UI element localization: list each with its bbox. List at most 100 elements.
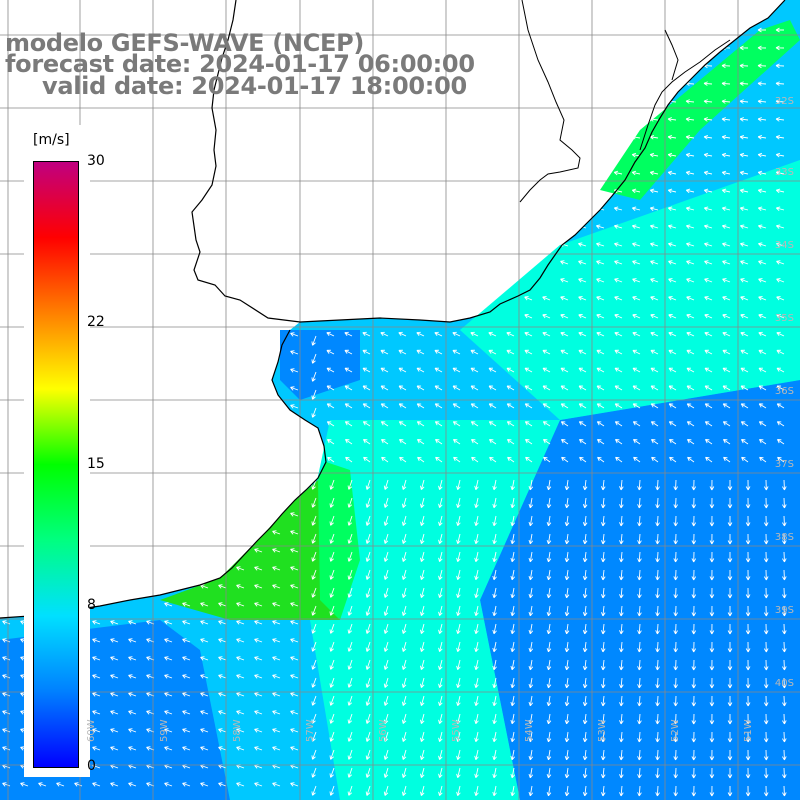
wind-arrow [128, 782, 137, 787]
wind-arrow [528, 713, 534, 725]
wind-arrow [577, 45, 587, 51]
wind-arrow [272, 746, 281, 751]
lon-label: 53W [597, 719, 608, 742]
wind-arrow [362, 385, 371, 391]
wind-arrow [435, 456, 443, 463]
wind-arrow [600, 605, 606, 617]
wind-arrow [236, 674, 245, 679]
wind-arrow [595, 152, 605, 158]
wind-arrow [776, 331, 785, 337]
wind-arrow [745, 767, 751, 779]
wind-arrow [631, 63, 641, 69]
wind-arrow [311, 551, 317, 562]
wind-arrow [619, 605, 624, 617]
wind-arrow [420, 569, 425, 580]
wind-arrow [546, 785, 552, 797]
wind-arrow [564, 785, 570, 797]
wind-arrow [703, 81, 713, 86]
wind-arrow [164, 602, 173, 607]
wind-arrow [456, 677, 461, 689]
wind-arrow [470, 403, 479, 409]
wind-arrow [456, 569, 461, 581]
wind-arrow [420, 479, 425, 490]
wind-arrow [456, 695, 461, 707]
wind-arrow [763, 623, 769, 635]
wind-arrow [492, 749, 497, 761]
wind-arrow [703, 170, 713, 176]
wind-arrow [615, 439, 623, 445]
wind-arrow [727, 714, 733, 725]
wind-arrow [383, 731, 389, 742]
wind-arrow [380, 367, 389, 373]
wind-arrow [582, 731, 588, 743]
wind-arrow [686, 296, 695, 301]
wind-arrow [344, 421, 353, 427]
wind-arrow [524, 349, 533, 355]
wind-arrow [329, 641, 335, 652]
wind-arrow [416, 403, 425, 409]
wind-arrow [254, 602, 263, 607]
wind-arrow [667, 27, 676, 33]
wind-arrow [649, 206, 659, 212]
wind-arrow [398, 421, 407, 427]
wind-arrow [362, 331, 371, 337]
wind-arrow [365, 785, 371, 796]
wind-arrow [655, 605, 660, 617]
wind-arrow [347, 659, 353, 670]
wind-arrow [578, 313, 587, 319]
wind-arrow [182, 782, 191, 787]
wind-arrow [438, 641, 443, 652]
wind-arrow [673, 677, 678, 689]
wind-arrow [686, 313, 695, 319]
wind-arrow [758, 296, 767, 301]
wind-arrow [401, 605, 407, 616]
wind-arrow [564, 713, 570, 725]
wind-arrow [763, 479, 769, 491]
wind-arrow [528, 731, 534, 743]
wind-arrow [560, 367, 569, 373]
wind-arrow [775, 99, 785, 104]
wind-arrow [758, 242, 767, 247]
wind-arrow [311, 353, 317, 364]
wind-arrow [506, 403, 515, 409]
wind-arrow [745, 641, 751, 653]
wind-arrow [727, 642, 733, 653]
wind-arrow [613, 206, 623, 212]
wind-arrow [344, 403, 353, 409]
wind-arrow [727, 678, 733, 689]
wind-arrow [655, 713, 660, 725]
wind-arrow [528, 623, 534, 635]
wind-arrow [577, 27, 586, 33]
wind-arrow [420, 605, 425, 616]
wind-arrow [488, 385, 497, 391]
wind-arrow [582, 641, 588, 653]
lon-label: 60W [86, 719, 97, 742]
wind-arrow [546, 695, 552, 707]
wind-arrow [510, 533, 516, 545]
wind-arrow [218, 566, 227, 571]
wind-arrow [560, 331, 569, 337]
wind-arrow [401, 623, 407, 634]
wind-arrow [578, 260, 587, 265]
wind-arrow [722, 385, 731, 391]
wind-arrow [474, 695, 479, 707]
wind-arrow [709, 749, 715, 761]
wind-arrow [326, 349, 335, 355]
wind-arrow [745, 479, 751, 491]
wind-arrow [488, 349, 497, 355]
wind-arrow [474, 785, 479, 797]
wind-arrow [456, 551, 461, 563]
wind-arrow [650, 313, 659, 319]
wind-arrow [709, 731, 715, 743]
wind-arrow [401, 749, 407, 760]
wind-arrow [722, 313, 731, 319]
wind-arrow [763, 641, 769, 653]
wind-arrow [438, 587, 443, 598]
wind-arrow [543, 439, 551, 445]
wind-arrow [218, 602, 227, 607]
wind-arrow [164, 728, 173, 733]
wind-arrow [329, 497, 335, 508]
wind-arrow [272, 728, 281, 733]
wind-arrow [164, 638, 173, 643]
wind-arrow [582, 749, 588, 761]
